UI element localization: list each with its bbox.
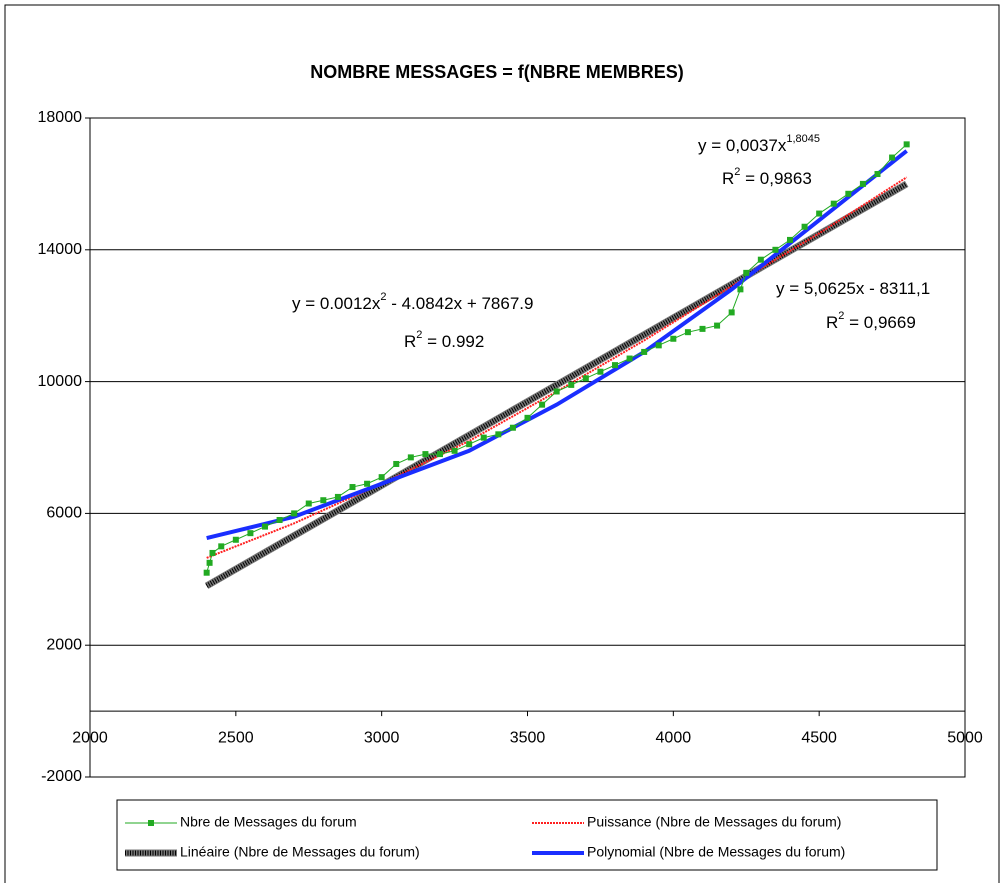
- annotation-text: R: [722, 169, 734, 188]
- annotation-text: = 0.992: [422, 332, 484, 351]
- legend-label: Linéaire (Nbre de Messages du forum): [180, 844, 420, 860]
- series-line: [206, 149, 908, 541]
- data-point: [206, 559, 213, 566]
- data-point: [714, 322, 721, 329]
- data-point: [787, 236, 793, 243]
- data-point: [582, 375, 589, 382]
- annotation-text: y = 0.0012x: [292, 294, 381, 313]
- data-point: [670, 335, 677, 342]
- x-tick-label: 4500: [801, 729, 837, 746]
- data-point: [641, 348, 648, 355]
- data-point: [247, 530, 254, 537]
- data-point: [553, 388, 560, 395]
- annotation: R2 = 0,9863: [722, 166, 812, 189]
- data-point: [334, 493, 341, 500]
- x-tick-label: 3500: [510, 729, 546, 746]
- annotation: y = 0,0037x1,8045: [698, 133, 820, 156]
- data-point: [889, 154, 896, 161]
- data-point: [597, 368, 604, 375]
- legend-label: Nbre de Messages du forum: [180, 814, 357, 830]
- annotation-text: = 0,9863: [740, 169, 811, 188]
- data-point: [305, 500, 312, 507]
- data-point: [437, 451, 443, 458]
- x-tick-label: 4000: [656, 729, 692, 746]
- legend-box: [116, 799, 938, 871]
- y-tick-label: 14000: [38, 241, 83, 258]
- x-tick-label: 2500: [218, 729, 254, 746]
- data-point: [612, 362, 618, 369]
- x-tick-label: 2000: [72, 729, 108, 746]
- data-point: [684, 329, 691, 336]
- data-point: [626, 355, 633, 362]
- data-point: [874, 171, 881, 178]
- chart-title: NOMBRE MESSAGES = f(NBRE MEMBRES): [310, 62, 684, 82]
- annotation: y = 0.0012x2 - 4.0842x + 7867.9: [292, 291, 533, 314]
- superscript: 2: [734, 166, 740, 178]
- superscript: 2: [380, 291, 386, 303]
- data-point: [757, 256, 764, 263]
- data-point: [568, 381, 575, 388]
- data-point: [364, 480, 371, 487]
- data-point: [466, 441, 473, 448]
- data-point: [378, 474, 385, 481]
- data-point: [830, 200, 837, 207]
- superscript: 2: [416, 329, 422, 341]
- data-point: [539, 401, 546, 408]
- annotation-text: y = 5,0625x - 8311,1: [776, 279, 930, 298]
- data-point: [218, 543, 225, 550]
- annotation-text: - 4.0842x + 7867.9: [387, 294, 534, 313]
- data-point: [262, 523, 268, 530]
- annotation-text: y = 0,0037x: [698, 136, 787, 155]
- data-point: [320, 497, 327, 504]
- annotation-text: = 0,9669: [844, 313, 915, 332]
- data-point: [859, 180, 866, 187]
- data-point: [509, 424, 516, 431]
- annotation-text: R: [404, 332, 416, 351]
- data-point: [728, 309, 735, 316]
- annotation: R2 = 0,9669: [826, 310, 916, 333]
- annotation-text: R: [826, 313, 838, 332]
- data-point: [451, 447, 458, 454]
- data-point: [209, 549, 216, 556]
- legend-marker: [148, 820, 154, 826]
- x-tick-label: 5000: [947, 729, 983, 746]
- data-point: [291, 510, 298, 517]
- x-tick-label: 3000: [364, 729, 400, 746]
- y-tick-label: 18000: [38, 109, 83, 126]
- y-tick-label: 2000: [46, 636, 82, 653]
- data-point: [393, 460, 400, 467]
- superscript: 1,8045: [786, 133, 820, 145]
- annotation: y = 5,0625x - 8311,1: [776, 279, 930, 298]
- data-point: [737, 286, 744, 293]
- annotation: R2 = 0.992: [404, 329, 484, 352]
- data-point: [801, 223, 808, 230]
- series-line: [206, 143, 908, 573]
- data-point: [772, 246, 779, 253]
- data-point: [845, 190, 852, 197]
- data-point: [495, 431, 502, 438]
- data-point: [276, 516, 283, 523]
- data-point: [422, 451, 429, 458]
- y-tick-label: 6000: [46, 505, 82, 522]
- y-tick-label: 10000: [38, 373, 83, 390]
- data-point: [232, 536, 239, 543]
- data-point: [743, 269, 750, 276]
- superscript: 2: [838, 310, 844, 322]
- data-point: [407, 454, 414, 461]
- data-point: [903, 141, 910, 148]
- y-tick-label: -2000: [41, 768, 82, 785]
- data-point: [480, 434, 487, 441]
- data-point: [655, 342, 662, 349]
- legend-label: Polynomial (Nbre de Messages du forum): [587, 844, 845, 860]
- data-point: [816, 210, 823, 217]
- plot-area: [89, 117, 966, 778]
- data-point: [203, 569, 210, 576]
- data-point: [524, 414, 531, 421]
- data-point: [349, 484, 356, 491]
- data-point: [699, 325, 706, 332]
- legend-label: Puissance (Nbre de Messages du forum): [587, 814, 841, 830]
